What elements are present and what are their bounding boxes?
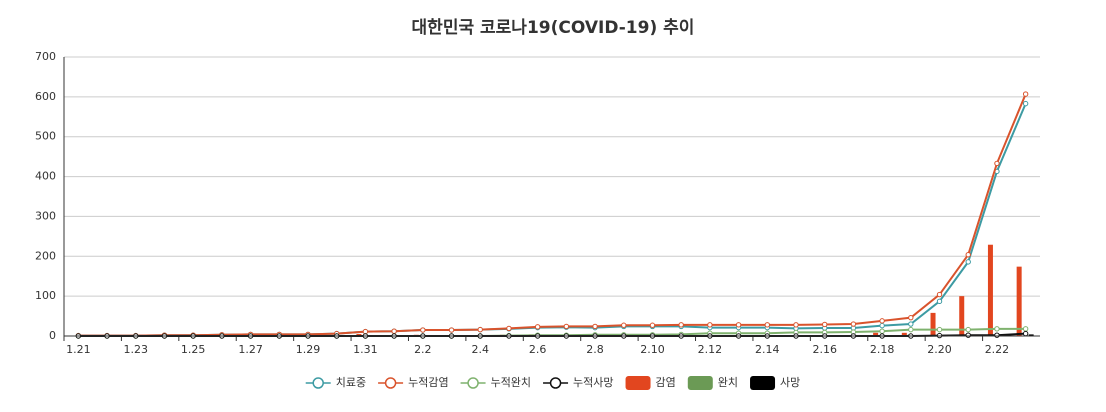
x-tick-label: 2.10: [640, 343, 665, 356]
legend-item[interactable]: 완치: [687, 376, 738, 390]
x-tick-label: 2.14: [755, 343, 780, 356]
legend-item[interactable]: 누적감염: [378, 376, 449, 389]
point: [592, 323, 598, 330]
x-tick-label: 1.31: [353, 343, 378, 356]
x-tick-label: 2.22: [985, 343, 1010, 356]
x-tick-label: 1.27: [238, 343, 263, 356]
point: [850, 321, 857, 327]
point: [621, 322, 627, 328]
point: [506, 325, 512, 332]
legend-item[interactable]: 치료중: [305, 376, 366, 389]
legend-item[interactable]: 누적완치: [460, 376, 531, 389]
bar: [873, 332, 879, 336]
point: [908, 314, 914, 321]
point: [448, 327, 455, 333]
bar: [1016, 266, 1022, 336]
x-tick-label: 2.16: [812, 343, 837, 356]
legend-label: 치료중: [336, 376, 366, 389]
bar: [901, 332, 907, 336]
point: [534, 324, 541, 330]
x-tick-label: 2.4: [471, 343, 489, 356]
point: [822, 321, 828, 328]
point: [1022, 330, 1029, 337]
x-tick-label: 1.21: [66, 343, 91, 356]
point: [994, 160, 1000, 167]
point: [965, 259, 971, 265]
point: [793, 322, 799, 328]
y-tick-label: 700: [35, 50, 56, 63]
point: [879, 328, 885, 334]
y-tick-label: 300: [35, 209, 56, 222]
point: [908, 326, 914, 333]
x-tick-label: 2.6: [529, 343, 547, 356]
x-tick-label: 1.29: [296, 343, 321, 356]
point: [965, 251, 971, 258]
bar: [930, 312, 936, 336]
x-tick-label: 2.18: [870, 343, 895, 356]
legend-label: 완치: [718, 376, 738, 389]
point: [936, 298, 943, 305]
line: [78, 93, 1027, 337]
point: [764, 322, 770, 328]
y-tick-label: 200: [35, 249, 56, 262]
legend-icon: [384, 377, 397, 389]
legend-item[interactable]: 감염: [625, 376, 676, 390]
point: [1022, 326, 1029, 332]
x-tick-label: 2.12: [698, 343, 723, 356]
point: [879, 318, 885, 324]
point: [563, 323, 570, 330]
legend-icon: [467, 377, 479, 389]
legend: 치료중 누적감염 누적완치 누적사망 감염 완치 사망: [305, 376, 800, 390]
point: [879, 322, 885, 329]
legend-item[interactable]: 누적사망: [543, 376, 614, 389]
legend-item[interactable]: 사망: [750, 376, 800, 390]
point: [936, 326, 943, 333]
bar: [1028, 334, 1034, 336]
x-tick-label: 2.8: [586, 343, 604, 356]
point: [1022, 91, 1029, 97]
y-tick-label: 0: [49, 329, 56, 342]
point: [994, 326, 1000, 332]
legend-label: 누적감염: [408, 376, 448, 389]
x-tick-label: 1.23: [124, 343, 149, 356]
y-tick-label: 400: [35, 170, 56, 183]
point: [707, 322, 713, 328]
point: [965, 326, 971, 333]
legend-icon: [549, 377, 562, 389]
point: [362, 328, 369, 335]
line: [78, 103, 1027, 337]
legend-icon: [625, 376, 651, 390]
x-tick-label: 1.25: [181, 343, 206, 356]
point: [391, 328, 397, 334]
point: [936, 291, 943, 298]
point: [649, 322, 656, 328]
point: [994, 332, 1000, 338]
legend-label: 감염: [656, 376, 676, 389]
x-tick-label: 2.20: [927, 343, 952, 356]
legend-icon: [750, 376, 776, 390]
point: [420, 327, 426, 333]
legend-label: 사망: [780, 376, 800, 389]
x-tick-label: 2.2: [414, 343, 432, 356]
point: [477, 326, 483, 333]
legend-label: 누적사망: [573, 376, 613, 389]
point: [965, 332, 971, 338]
bar: [987, 244, 993, 336]
legend-icon: [312, 377, 324, 389]
point: [735, 322, 742, 328]
y-tick-label: 600: [35, 90, 56, 103]
bar: [959, 296, 965, 336]
legend-icon: [687, 376, 713, 390]
point: [908, 321, 914, 327]
y-tick-label: 500: [35, 130, 56, 143]
point: [1022, 100, 1029, 107]
point: [678, 322, 684, 328]
legend-label: 누적완치: [491, 376, 531, 389]
chart-title: 대한민국 코로나19(COVID-19) 추이: [412, 18, 695, 38]
y-tick-label: 100: [35, 289, 56, 302]
